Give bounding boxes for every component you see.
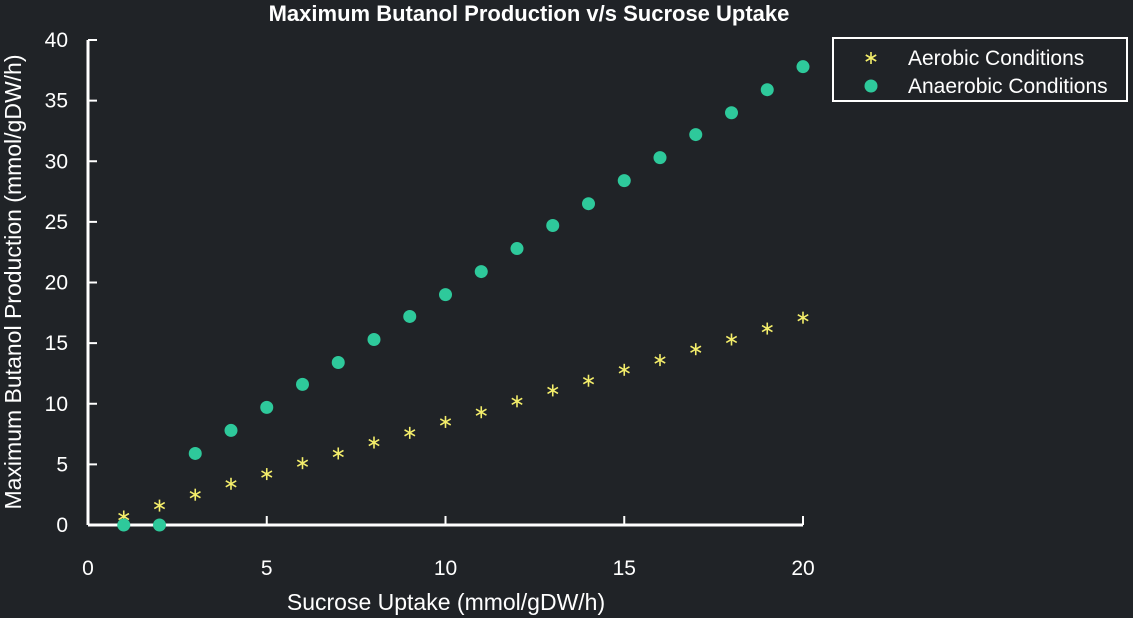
data-point-aerobic	[511, 395, 523, 408]
data-point-anaerobic	[617, 174, 631, 188]
data-point-aerobic	[332, 447, 344, 460]
data-point-aerobic	[368, 436, 380, 449]
data-point-aerobic	[225, 477, 237, 490]
legend-box	[832, 37, 1128, 102]
y-tick-label: 25	[45, 211, 68, 234]
y-tick-label: 30	[45, 150, 68, 173]
x-tick-label: 10	[434, 557, 457, 580]
data-point-aerobic	[761, 322, 773, 335]
data-point-aerobic	[618, 363, 630, 376]
data-point-anaerobic	[582, 197, 595, 211]
data-point-anaerobic	[117, 518, 131, 532]
data-point-aerobic	[153, 499, 166, 512]
data-point-aerobic	[439, 415, 452, 428]
data-point-aerobic	[404, 426, 416, 439]
data-point-aerobic	[690, 343, 702, 356]
data-point-anaerobic	[510, 242, 524, 256]
legend-label-aerobic: Aerobic Conditions	[908, 47, 1084, 70]
legend-marker-anaerobic-shape	[864, 79, 878, 93]
y-tick-label: 5	[56, 453, 68, 476]
y-tick-label: 0	[56, 514, 68, 537]
data-point-anaerobic	[296, 377, 309, 391]
x-axis-label: Sucrose Uptake (mmol/gDW/h)	[287, 589, 605, 615]
legend-marker-aerobic-shape	[865, 52, 877, 64]
data-point-anaerobic	[689, 128, 703, 142]
data-point-anaerobic	[224, 423, 238, 437]
y-tick-label: 40	[45, 29, 68, 52]
data-point-anaerobic	[653, 151, 667, 165]
data-point-anaerobic	[260, 400, 274, 414]
data-point-anaerobic	[367, 332, 381, 346]
data-point-anaerobic	[725, 106, 738, 120]
data-point-anaerobic	[188, 446, 202, 460]
legend: Aerobic Conditions Anaerobic Conditions	[832, 37, 1128, 102]
data-point-anaerobic	[153, 518, 166, 532]
y-tick-label: 20	[45, 272, 68, 295]
data-point-aerobic	[725, 333, 738, 346]
y-tick-label: 10	[45, 393, 68, 416]
data-point-anaerobic	[796, 60, 810, 74]
data-point-aerobic	[547, 384, 559, 397]
y-tick-label: 15	[45, 332, 68, 355]
data-point-aerobic	[261, 468, 273, 481]
data-point-aerobic	[582, 374, 595, 387]
data-point-aerobic	[797, 311, 809, 324]
x-tick-label: 20	[791, 557, 814, 580]
data-point-anaerobic	[474, 265, 488, 279]
data-point-anaerobic	[546, 219, 560, 233]
legend-label-anaerobic: Anaerobic Conditions	[908, 75, 1108, 98]
legend-marker-anaerobic	[864, 79, 878, 93]
legend-marker-aerobic	[865, 52, 877, 64]
data-point-aerobic	[189, 488, 201, 501]
x-tick-label: 15	[613, 557, 636, 580]
data-point-anaerobic	[439, 288, 452, 302]
data-point-aerobic	[296, 457, 309, 470]
data-marks	[117, 60, 810, 532]
axes: 0 5 10 15 20 0 5 10 15 20 25 30 35 40	[45, 29, 815, 580]
data-point-anaerobic	[331, 356, 345, 370]
y-axis-label: Maximum Butanol Production (mmol/gDW/h)	[0, 54, 26, 509]
data-point-anaerobic	[760, 83, 774, 97]
data-point-anaerobic	[403, 309, 417, 323]
x-tick-label: 5	[261, 557, 273, 580]
chart-title: Maximum Butanol Production v/s Sucrose U…	[269, 1, 790, 26]
data-point-aerobic	[475, 406, 487, 419]
x-tick-label: 0	[82, 557, 94, 580]
data-point-aerobic	[654, 354, 666, 367]
y-tick-label: 35	[45, 90, 68, 113]
